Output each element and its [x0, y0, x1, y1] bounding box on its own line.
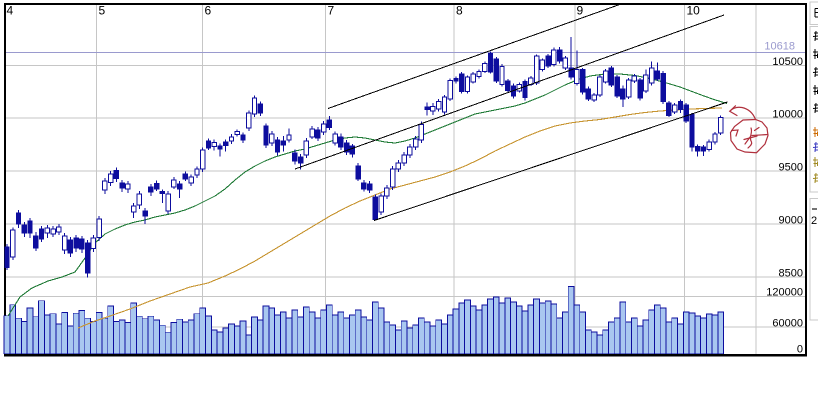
- svg-text:9500: 9500: [779, 162, 803, 174]
- svg-text:60000: 60000: [772, 318, 803, 330]
- svg-text:8500: 8500: [779, 268, 803, 280]
- svg-text:10618: 10618: [764, 41, 795, 53]
- svg-text:10000: 10000: [772, 109, 803, 121]
- svg-text:6: 6: [205, 4, 212, 18]
- svg-text:7: 7: [328, 4, 335, 18]
- svg-text:2: 2: [811, 215, 817, 227]
- svg-text:9: 9: [577, 4, 584, 18]
- svg-text:8: 8: [456, 4, 463, 18]
- svg-text:9000: 9000: [779, 215, 803, 227]
- svg-text:10: 10: [687, 4, 701, 18]
- svg-text:0: 0: [797, 344, 803, 356]
- svg-text:5: 5: [99, 4, 106, 18]
- svg-text:120000: 120000: [766, 287, 803, 299]
- svg-text:4: 4: [7, 4, 14, 18]
- svg-text:10500: 10500: [772, 56, 803, 68]
